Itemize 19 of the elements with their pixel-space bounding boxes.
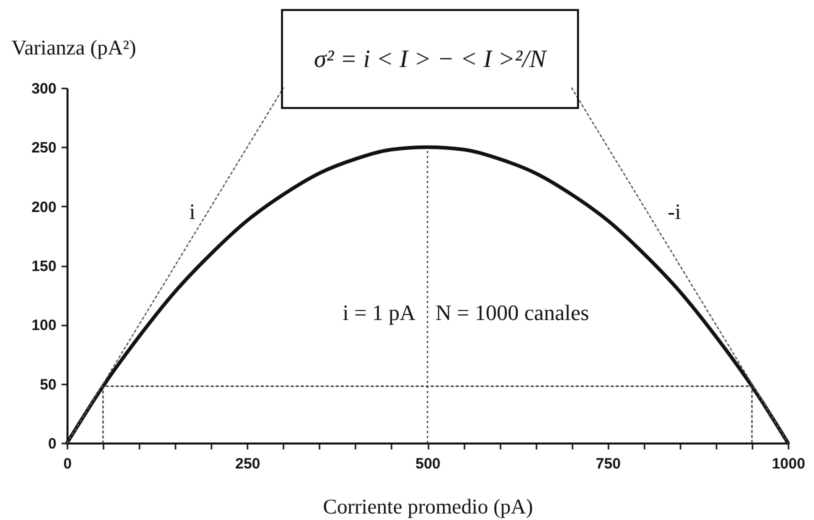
y-tick-label: 50 [40,376,56,394]
y-tick-label: 200 [31,198,56,216]
x-tick-label: 750 [596,456,621,472]
y-tick-label: 300 [31,80,56,98]
text: σ² = i < I > − < I >²/N [314,46,548,73]
x-tick-label: 0 [63,456,72,472]
x-axis-title: Corriente promedio (pA) [323,494,533,518]
y-tick-label: 250 [31,140,56,157]
x-tick-label: 1000 [772,456,806,472]
x-tick-label: 500 [415,456,441,472]
annotation: N = 1000 canales [436,300,590,325]
x-tick-label: 250 [235,456,260,472]
y-tick-label: 150 [31,258,56,275]
annotation: i = 1 pA [342,300,416,325]
y-tick-label: 100 [31,317,56,334]
y-axis-title: Varianza (pA²) [12,36,136,60]
series-label: i [189,198,196,224]
series-label: -i [668,198,682,224]
y-tick-label: 0 [48,436,56,452]
